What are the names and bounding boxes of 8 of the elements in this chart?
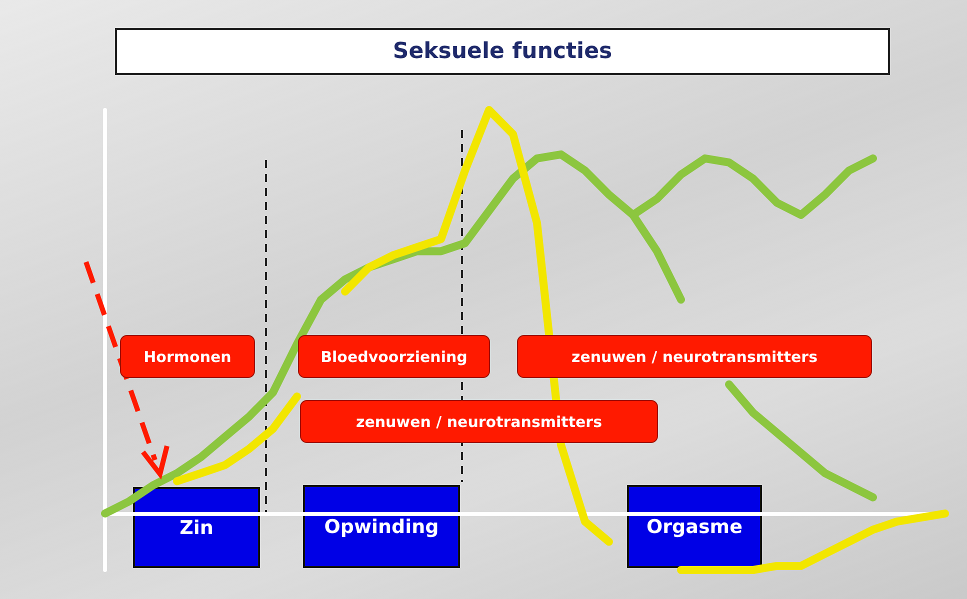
label-box: Opwinding: [303, 485, 460, 568]
label-box: Bloedvoorziening: [298, 335, 490, 378]
label-box: Orgasme: [627, 485, 762, 568]
label-box: zenuwen / neurotransmitters: [300, 400, 658, 443]
chart-title: Seksuele functies: [115, 28, 890, 75]
label-box: zenuwen / neurotransmitters: [517, 335, 872, 378]
label-box: Zin: [133, 487, 260, 568]
label-box: Hormonen: [120, 335, 255, 378]
